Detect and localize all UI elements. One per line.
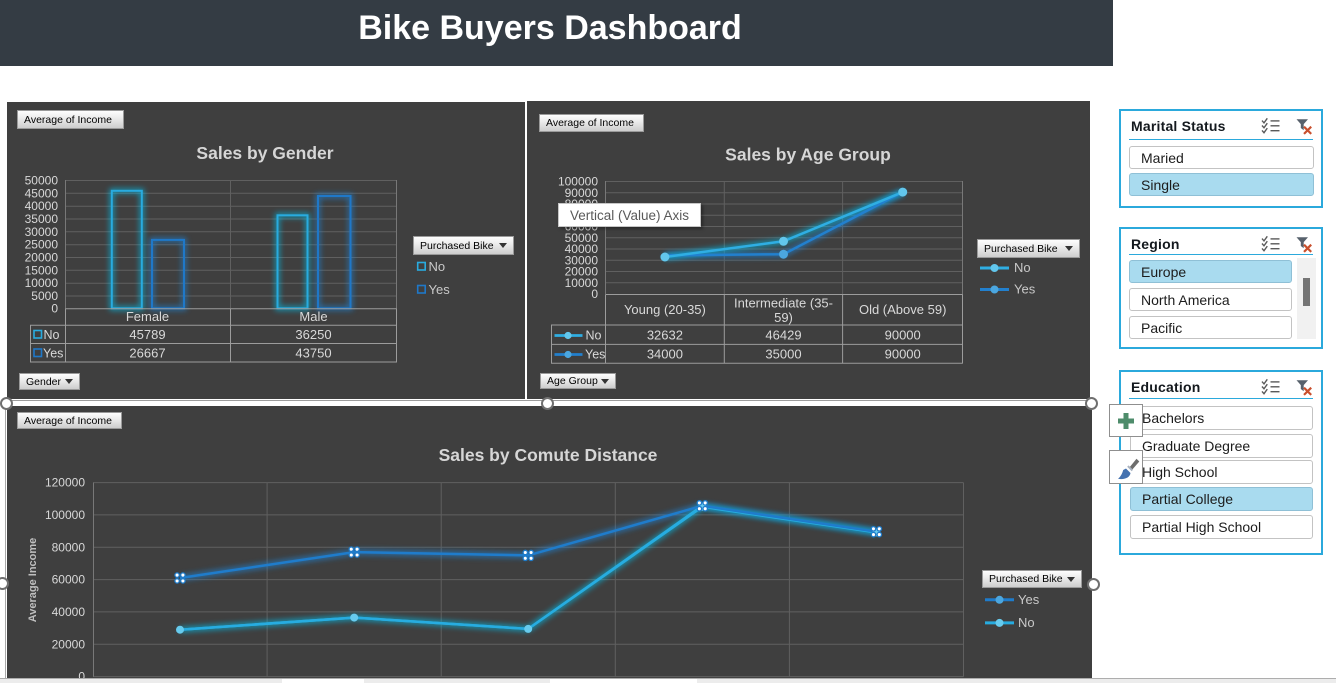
- svg-text:26667: 26667: [129, 346, 165, 361]
- svg-text:34000: 34000: [647, 347, 683, 362]
- svg-text:35000: 35000: [25, 212, 59, 226]
- svg-text:40000: 40000: [52, 605, 86, 619]
- svg-text:Yes: Yes: [43, 347, 63, 361]
- svg-text:45000: 45000: [25, 186, 59, 200]
- svg-text:0: 0: [51, 301, 58, 315]
- svg-text:30000: 30000: [25, 225, 59, 239]
- svg-text:Yes: Yes: [429, 282, 451, 297]
- svg-text:0: 0: [78, 670, 85, 679]
- svg-text:80000: 80000: [52, 540, 86, 554]
- svg-text:40000: 40000: [25, 199, 59, 213]
- svg-text:No: No: [1014, 260, 1031, 275]
- svg-text:Yes: Yes: [1018, 592, 1040, 607]
- svg-text:43750: 43750: [295, 346, 331, 361]
- svg-text:10000: 10000: [25, 276, 59, 290]
- svg-text:90000: 90000: [885, 347, 921, 362]
- svg-text:60000: 60000: [52, 573, 86, 587]
- svg-text:No: No: [586, 329, 602, 343]
- svg-text:20000: 20000: [25, 251, 59, 265]
- svg-text:10000: 10000: [565, 276, 599, 290]
- svg-text:35000: 35000: [765, 347, 801, 362]
- svg-text:59): 59): [774, 310, 793, 325]
- svg-text:5000: 5000: [31, 289, 58, 303]
- svg-text:Male: Male: [299, 309, 327, 324]
- svg-text:No: No: [429, 259, 446, 274]
- svg-text:100000: 100000: [45, 508, 85, 522]
- svg-text:0: 0: [591, 287, 598, 301]
- svg-text:Average Income: Average Income: [27, 538, 39, 623]
- svg-text:Sales by Age Group: Sales by Age Group: [725, 145, 891, 165]
- svg-text:15000: 15000: [25, 263, 59, 277]
- svg-text:32632: 32632: [647, 328, 683, 343]
- svg-text:No: No: [1018, 615, 1035, 630]
- svg-text:25000: 25000: [25, 238, 59, 252]
- svg-text:50000: 50000: [25, 174, 59, 188]
- svg-text:Yes: Yes: [1014, 282, 1036, 297]
- svg-text:30000: 30000: [565, 253, 599, 267]
- svg-text:45789: 45789: [129, 327, 165, 342]
- svg-text:50000: 50000: [565, 231, 599, 245]
- svg-text:100000: 100000: [558, 175, 598, 189]
- svg-text:90000: 90000: [885, 328, 921, 343]
- svg-text:Sales by Comute Distance: Sales by Comute Distance: [439, 445, 658, 465]
- svg-text:40000: 40000: [565, 242, 599, 256]
- svg-text:No: No: [44, 328, 60, 342]
- svg-text:90000: 90000: [565, 186, 599, 200]
- svg-text:20000: 20000: [565, 265, 599, 279]
- svg-text:Young (20-35): Young (20-35): [624, 302, 706, 317]
- svg-text:120000: 120000: [45, 476, 85, 490]
- svg-text:Yes: Yes: [585, 348, 605, 362]
- svg-text:20000: 20000: [52, 637, 86, 651]
- svg-text:36250: 36250: [295, 327, 331, 342]
- svg-text:Sales by Gender: Sales by Gender: [196, 143, 333, 163]
- svg-text:Intermediate (35-: Intermediate (35-: [734, 296, 833, 311]
- svg-text:46429: 46429: [765, 328, 801, 343]
- svg-text:Old (Above 59): Old (Above 59): [859, 302, 946, 317]
- svg-text:Female: Female: [126, 309, 169, 324]
